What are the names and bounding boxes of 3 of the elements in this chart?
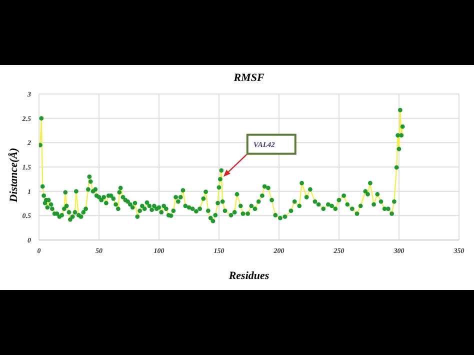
x-axis-title: Residues bbox=[228, 270, 270, 282]
y-axis-title: Distance(Å) bbox=[8, 148, 20, 204]
chart-title: RMSF bbox=[232, 72, 265, 84]
